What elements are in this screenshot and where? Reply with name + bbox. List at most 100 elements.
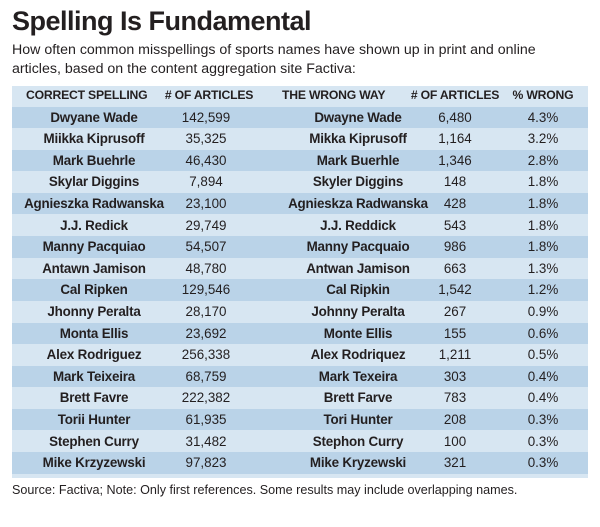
cell-articles-wrong: 155 xyxy=(443,325,467,341)
table-row: Dwyane Wade 142,599 Dwayne Wade 6,480 4.3% xyxy=(12,106,588,129)
cell-articles-wrong: 783 xyxy=(443,390,467,406)
cell-articles-wrong: 321 xyxy=(443,455,467,471)
cell-articles-correct: 54,507 xyxy=(185,239,227,255)
cell-articles-correct: 48,780 xyxy=(185,260,227,276)
table-row: Mark Teixeira 68,759 Mark Texeira 303 0.4% xyxy=(12,365,588,388)
cell-articles-correct: 142,599 xyxy=(181,109,231,125)
cell-articles-correct: 29,749 xyxy=(185,217,227,233)
cell-articles-wrong: 663 xyxy=(443,260,467,276)
cell-wrong-way: Mike Kryzewski xyxy=(309,455,407,471)
cell-articles-wrong: 100 xyxy=(443,433,467,449)
cell-correct-spelling: Agnieszka Radwanska xyxy=(24,195,164,211)
cell-articles-correct: 68,759 xyxy=(185,368,227,384)
cell-percent-wrong: 0.9% xyxy=(527,303,559,319)
header-articles-correct: # OF ARTICLES xyxy=(164,88,254,102)
cell-articles-wrong: 303 xyxy=(443,368,467,384)
cell-wrong-way: Antwan Jamison xyxy=(306,260,410,276)
cell-articles-wrong: 267 xyxy=(443,303,467,319)
cell-wrong-way: Dwayne Wade xyxy=(314,109,402,125)
cell-articles-correct: 31,482 xyxy=(185,433,227,449)
cell-wrong-way: Mark Texeira xyxy=(318,368,398,384)
cell-percent-wrong: 1.3% xyxy=(527,260,559,276)
cell-articles-correct: 28,170 xyxy=(185,303,227,319)
cell-articles-wrong: 1,211 xyxy=(438,347,472,363)
table-row: Mike Krzyzewski 97,823 Mike Kryzewski 321 0.… xyxy=(12,452,588,474)
cell-wrong-way: Cal Ripkin xyxy=(326,282,390,298)
header-wrong-way: THE WRONG WAY xyxy=(282,88,386,102)
cell-articles-wrong: 208 xyxy=(443,411,467,427)
cell-wrong-way: J.J. Reddick xyxy=(320,217,396,233)
cell-percent-wrong: 1.8% xyxy=(527,174,559,190)
cell-articles-correct: 222,382 xyxy=(181,390,231,406)
cell-percent-wrong: 0.3% xyxy=(527,411,559,427)
cell-correct-spelling: Dwyane Wade xyxy=(50,109,138,125)
cell-correct-spelling: Jhonny Peralta xyxy=(47,303,141,319)
table-row: Antawn Jamison 48,780 Antwan Jamison 663 1.3… xyxy=(12,257,588,280)
table-row: Miikka Kiprusoff 35,325 Mikka Kiprusoff 1,1… xyxy=(12,128,588,150)
cell-articles-wrong: 986 xyxy=(443,239,467,255)
cell-correct-spelling: Mark Teixeira xyxy=(52,368,135,384)
cell-articles-wrong: 428 xyxy=(443,195,467,211)
cell-articles-wrong: 148 xyxy=(443,174,467,190)
table-row: Jhonny Peralta 28,170 Johnny Peralta 267 0.9… xyxy=(12,300,588,323)
cell-articles-wrong: 6,480 xyxy=(438,109,472,125)
cell-correct-spelling: Brett Favre xyxy=(59,390,129,406)
cell-correct-spelling: Manny Pacquiao xyxy=(42,239,146,255)
cell-articles-correct: 7,894 xyxy=(189,174,223,190)
cell-correct-spelling: J.J. Redick xyxy=(60,217,128,233)
cell-wrong-way: Johnny Peralta xyxy=(311,303,405,319)
cell-wrong-way: Stephon Curry xyxy=(312,433,404,449)
cell-percent-wrong: 0.3% xyxy=(527,433,559,449)
cell-correct-spelling: Stephen Curry xyxy=(49,433,139,449)
cell-wrong-way: Agnieskza Radwanska xyxy=(288,195,428,211)
cell-articles-wrong: 1,164 xyxy=(438,131,472,147)
header-percent-wrong: % WRONG xyxy=(512,88,574,102)
cell-percent-wrong: 3.2% xyxy=(527,131,559,147)
table-row: Mark Buehrle 46,430 Mark Buerhle 1,346 2.8% xyxy=(12,149,588,172)
table-row: Stephen Curry 31,482 Stephon Curry 100 0.3% xyxy=(12,430,588,453)
cell-articles-correct: 97,823 xyxy=(185,455,227,471)
cell-correct-spelling: Skylar Diggins xyxy=(48,174,140,190)
cell-percent-wrong: 0.3% xyxy=(527,455,559,471)
cell-percent-wrong: 1.8% xyxy=(527,239,559,255)
cell-articles-correct: 46,430 xyxy=(185,152,227,168)
cell-percent-wrong: 0.5% xyxy=(527,347,559,363)
table-row: Alex Rodriguez 256,338 Alex Rodriquez 1,211… xyxy=(12,344,588,366)
table-row: Skylar Diggins 7,894 Skyler Diggins 148 1.8% xyxy=(12,171,588,193)
cell-articles-wrong: 543 xyxy=(443,217,467,233)
source-note: Source: Factiva; Note: Only first refere… xyxy=(12,483,518,497)
cell-articles-correct: 61,935 xyxy=(185,411,227,427)
cell-articles-wrong: 1,346 xyxy=(438,152,472,168)
cell-percent-wrong: 1.8% xyxy=(527,195,559,211)
cell-correct-spelling: Monta Ellis xyxy=(59,325,129,341)
cell-percent-wrong: 0.6% xyxy=(527,325,559,341)
cell-articles-correct: 23,692 xyxy=(185,325,227,341)
cell-percent-wrong: 4.3% xyxy=(527,109,559,125)
cell-articles-correct: 23,100 xyxy=(185,195,227,211)
cell-correct-spelling: Mike Krzyzewski xyxy=(42,455,146,471)
header-correct-spelling: CORRECT SPELLING xyxy=(26,88,148,102)
cell-wrong-way: Manny Pacquaio xyxy=(306,239,410,255)
cell-percent-wrong: 2.8% xyxy=(527,152,559,168)
cell-articles-wrong: 1,542 xyxy=(438,282,472,298)
cell-percent-wrong: 1.2% xyxy=(527,282,559,298)
cell-articles-correct: 256,338 xyxy=(181,347,231,363)
cell-correct-spelling: Torii Hunter xyxy=(57,411,131,427)
cell-correct-spelling: Cal Ripken xyxy=(60,282,128,298)
table-row: Monta Ellis 23,692 Monte Ellis 155 0.6% xyxy=(12,322,588,345)
table-row: Brett Favre 222,382 Brett Farve 783 0.4% xyxy=(12,387,588,409)
cell-correct-spelling: Miikka Kiprusoff xyxy=(43,131,145,147)
cell-percent-wrong: 0.4% xyxy=(527,368,559,384)
cell-wrong-way: Tori Hunter xyxy=(323,411,393,427)
cell-wrong-way: Alex Rodriquez xyxy=(310,347,406,363)
cell-percent-wrong: 0.4% xyxy=(527,390,559,406)
table-row: Cal Ripken 129,546 Cal Ripkin 1,542 1.2% xyxy=(12,279,588,301)
cell-wrong-way: Mikka Kiprusoff xyxy=(309,131,407,147)
table-row: J.J. Redick 29,749 J.J. Reddick 543 1.8% xyxy=(12,214,588,237)
cell-articles-correct: 129,546 xyxy=(181,282,231,298)
cell-wrong-way: Brett Farve xyxy=(323,390,393,406)
table-row: Torii Hunter 61,935 Tori Hunter 208 0.3% xyxy=(12,408,588,431)
header-articles-wrong: # OF ARTICLES xyxy=(410,88,500,102)
cell-wrong-way: Skyler Diggins xyxy=(312,174,404,190)
